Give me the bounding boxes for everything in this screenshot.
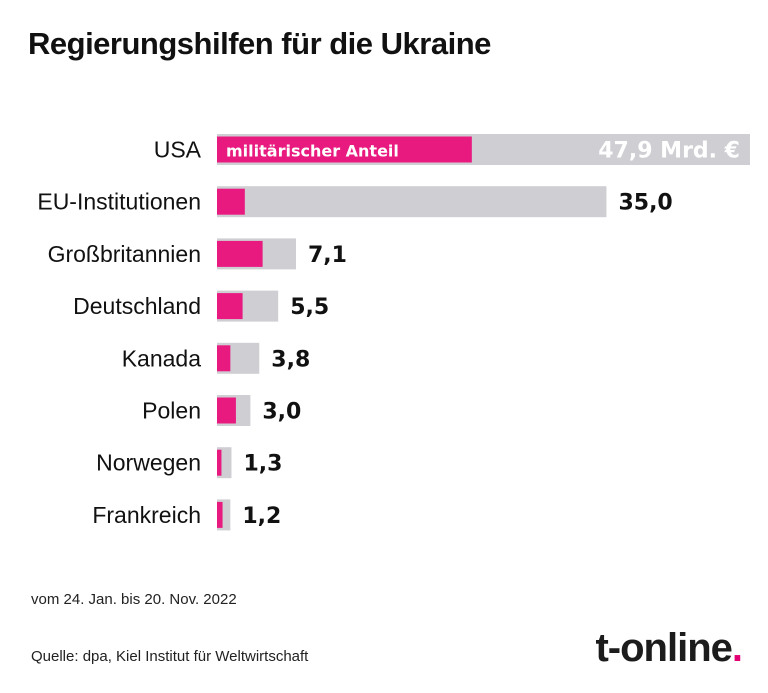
category-label: Norwegen [96,450,201,476]
value-label: 35,0 [618,191,672,216]
t-online-logo: t-online. [595,626,743,671]
period-note: vom 24. Jan. bis 20. Nov. 2022 [31,591,237,608]
value-label: 3,8 [271,347,310,372]
value-label: 3,0 [262,400,301,425]
military-bar [217,240,263,267]
military-bar [217,188,245,215]
category-label: Polen [142,398,201,424]
logo-text: t-online [595,626,732,670]
category-label: Großbritannien [48,241,201,267]
bars-layer: USA 47,9 Mrd. € militärischer Anteil EU-Ins… [37,134,750,531]
military-bar [217,449,222,476]
category-label: Kanada [122,345,202,371]
value-label: 7,1 [308,243,347,268]
category-label: USA [154,137,202,163]
military-bar [217,136,472,163]
military-bar [217,293,243,320]
military-bar [217,397,236,424]
bar-chart: USA 47,9 Mrd. € militärischer Anteil EU-Ins… [37,134,750,531]
chart-title: Regierungshilfen für die Ukraine [28,26,491,61]
value-label: 1,3 [243,452,282,477]
value-label: 1,2 [242,504,281,529]
value-label: 5,5 [290,295,329,320]
total-bar [217,186,607,218]
military-bar [217,501,223,528]
military-bar [217,345,231,372]
category-label: Deutschland [73,293,201,319]
value-label: 47,9 Mrd. € [598,139,740,164]
logo-dot: . [731,626,743,670]
source-note: Quelle: dpa, Kiel Institut für Weltwirts… [31,648,309,665]
category-label: EU-Institutionen [37,189,201,215]
legend-label: militärischer Anteil [226,142,399,161]
category-label: Frankreich [92,502,201,528]
